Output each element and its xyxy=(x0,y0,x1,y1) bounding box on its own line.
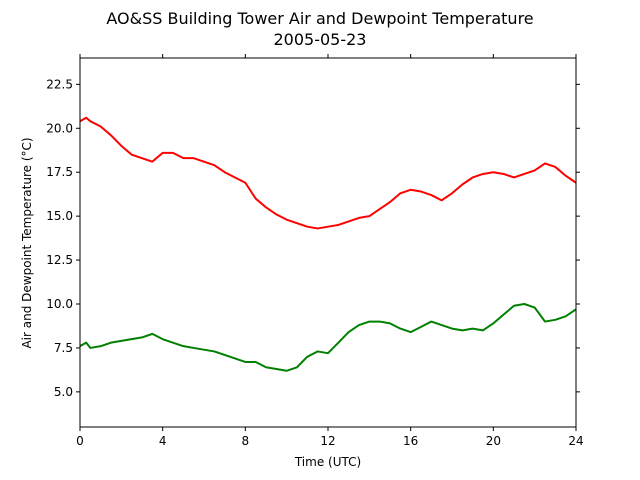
series-layer xyxy=(79,116,577,372)
y-axis-label: Air and Dewpoint Temperature (°C) xyxy=(20,137,34,348)
y-tick-label: 22.5 xyxy=(46,77,73,91)
y-tick-label: 12.5 xyxy=(46,253,73,267)
chart-title: AO&SS Building Tower Air and Dewpoint Te… xyxy=(106,9,533,28)
series-line-2 xyxy=(79,303,577,372)
x-axis-label: Time (UTC) xyxy=(294,455,361,469)
x-tick-label: 4 xyxy=(159,434,167,448)
x-tick-label: 20 xyxy=(486,434,501,448)
y-tick-label: 5.0 xyxy=(54,385,73,399)
ticks-layer: 0 4 8 12 16 20 24 5.0 7.5 10.0 12.5 15.0 17.5 20.0 22.… xyxy=(46,54,584,448)
y-tick-label: 10.0 xyxy=(46,297,73,311)
chart-subtitle: 2005-05-23 xyxy=(274,30,367,49)
y-tick-label: 17.5 xyxy=(46,165,73,179)
x-tick-label: 16 xyxy=(403,434,418,448)
y-tick-label: 15.0 xyxy=(46,209,73,223)
x-tick-label: 12 xyxy=(320,434,335,448)
y-tick-label: 7.5 xyxy=(54,341,73,355)
plot-area xyxy=(80,58,576,427)
x-tick-label: 0 xyxy=(76,434,84,448)
plot-frame xyxy=(79,57,577,428)
x-tick-label: 8 xyxy=(242,434,250,448)
y-tick-label: 20.0 xyxy=(46,121,73,135)
x-tick-label: 24 xyxy=(568,434,583,448)
series-line-1 xyxy=(79,116,577,230)
